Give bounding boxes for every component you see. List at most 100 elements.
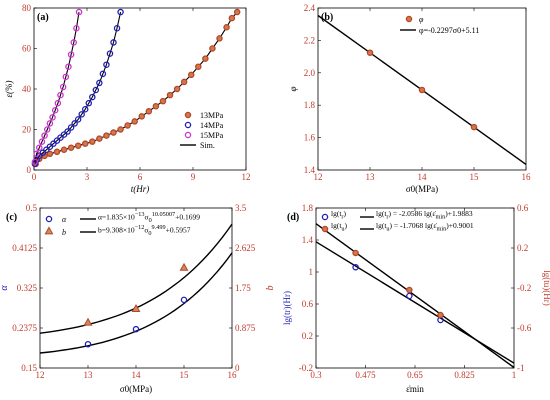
panel-a-point (233, 8, 241, 16)
panel-a-ytick-label: 20 (22, 125, 32, 135)
panel-d-legend-eq-tu: lg(tu) = -1.7068 lg(ε̇min)+0.9001 (376, 222, 474, 233)
panel-a-legend-marker (184, 121, 192, 129)
panel-b-xtick-label: 13 (366, 172, 376, 182)
panel-d-fit-tr (315, 241, 515, 364)
panel-c-point-alpha (180, 296, 188, 304)
panel-a-point (145, 108, 153, 115)
panel-b-xtick-label: 14 (418, 172, 428, 182)
panel-b-legend-marker (405, 15, 413, 23)
panel-a-point (113, 24, 121, 32)
panel-d-y2tick-label: -1 (517, 363, 525, 373)
panel-c-xtick-label: 15 (180, 370, 190, 380)
panel-a-point (33, 150, 40, 158)
panel-a-point (209, 45, 216, 52)
panel-b-xtick-label: 16 (522, 172, 532, 182)
panel-d-legend-tr: lg(tr) (331, 210, 346, 220)
panel-b-point (418, 86, 426, 94)
panel-d-ytick-label: 1.4 (302, 235, 314, 245)
panel-c-y2tick-label: 1.75 (235, 283, 251, 293)
panel-b-legend-fit-text: φ=-0.2297σ0+5.11 (419, 26, 479, 35)
panel-d-y2tick-label: -0.6 (517, 323, 532, 333)
panel-a-sim-curve-1 (34, 11, 122, 165)
panel-d-legend-eq-tr-content: lg(tr) = -2.0586 lg(ε̇min)+1.9883 (376, 210, 473, 221)
panel-a-point (223, 23, 230, 31)
panel-a-point (46, 150, 54, 158)
panel-a-point (73, 24, 80, 32)
panel-d-point-tu (352, 249, 359, 257)
panel-b-ytick-label: 2.2 (304, 35, 315, 45)
panel-a-legend-text: Sim. (200, 141, 215, 150)
panel-a-legend-text: 14MPa (200, 121, 224, 130)
panel-d-ytick-label: 0.2 (302, 331, 313, 341)
panel-a-point (51, 107, 59, 114)
panel-a-point (138, 113, 146, 120)
panel-b-xtick-label: 15 (470, 172, 480, 182)
panel-c-ytick-label: 0.2375 (12, 323, 37, 333)
panel-b-ytick-label: 1.4 (304, 165, 316, 175)
panel-c-xtick-label: 12 (36, 370, 45, 380)
panel-a-point (187, 71, 195, 79)
panel-a-point (202, 55, 209, 62)
panel-d-ytick-label: 1.8 (302, 203, 314, 213)
panel-b-ytick-label: 2.0 (304, 68, 316, 78)
panel-a-point (173, 85, 181, 93)
panel-a-point (62, 73, 70, 81)
panel-a-legend-marker (184, 131, 192, 139)
panel-d-legend-eq-tu-content: lg(tu) = -1.7068 lg(ε̇min)+0.9001 (376, 222, 474, 233)
panel-a-point (41, 132, 48, 139)
panel-a-point (70, 39, 78, 46)
panel-b-point (366, 49, 374, 56)
panel-a-xtick-label: 3 (85, 172, 90, 182)
panel-b-ylabel: φ (288, 86, 298, 91)
panel-a-xtick-label: 0 (32, 172, 37, 182)
panel-d-y2tick-label: 0.6 (517, 203, 529, 213)
panel-c-y2tick-label: 0.875 (235, 323, 256, 333)
panel-d-legend-tu: lg(tu) (331, 222, 347, 232)
panel-d-point-tr (352, 263, 359, 271)
panel-a-point (152, 102, 160, 110)
panel-d-fit-tu (315, 223, 515, 369)
panel-a-point (103, 61, 110, 68)
panel-a-ylabel: ε(%) (4, 80, 14, 97)
panel-a-xtick-label: 12 (242, 172, 251, 182)
panel-c-xtick-label: 14 (132, 370, 142, 380)
panel-a-legend-text: 13MPa (200, 111, 224, 120)
panel-a-point (81, 140, 89, 147)
panel-d-point-tr (406, 292, 413, 300)
panel-a-point (89, 138, 96, 145)
panel-a-point (117, 126, 124, 133)
panel-a-ytick-label: 0 (27, 165, 32, 175)
panel-d-ytick-label: 0.6 (302, 299, 314, 309)
panel-a-point (65, 63, 72, 70)
panel-a-point (67, 144, 75, 151)
panel-c-point-alpha (132, 325, 140, 333)
panel-a-point (103, 132, 110, 139)
panel-b-ytick-label: 1.8 (304, 100, 316, 110)
panel-d-ylabel: lg(tr)(Hr) (282, 291, 292, 325)
panel-a-point (57, 91, 64, 99)
panel-a-point (67, 51, 75, 58)
panel-c-legend-eq-b-content: b=9.308×10−12σ09.499+0.5957 (98, 225, 191, 237)
panel-a-point (38, 138, 46, 145)
panel-c-legend-eq-alpha-content: α=1.835×10−13σ010.05007+0.1699 (98, 212, 201, 224)
panel-c-legend-marker-alpha (45, 215, 53, 223)
panel-d-legend-marker-tr (321, 213, 329, 221)
panel-a-point (78, 111, 85, 118)
panel-c-ytick-label: 0.4125 (12, 243, 37, 253)
panel-c-y2label: b (265, 286, 276, 291)
panel-a-point (117, 8, 124, 16)
panel-a-ytick-label: 80 (22, 3, 32, 13)
panel-a-point (92, 86, 100, 94)
panel-c-legend-eq-b: b=9.308×10−12σ09.499+0.5957 (98, 225, 191, 237)
panel-d-xtick-label: 1 (512, 370, 517, 380)
panel-c-y2tick-label: 2.625 (235, 243, 256, 253)
panel-a-point (106, 50, 114, 57)
panel-b-xlabel: σ0(MPa) (406, 184, 438, 194)
panel-c-legend-marker-b (44, 226, 54, 235)
panel-a-point (124, 122, 131, 129)
panel-a-point (31, 158, 39, 166)
panel-c-point-b (131, 303, 141, 312)
panel-c-xlabel: σ0(MPa) (120, 384, 152, 394)
panel-c-y2tick-label: 0 (235, 363, 240, 373)
